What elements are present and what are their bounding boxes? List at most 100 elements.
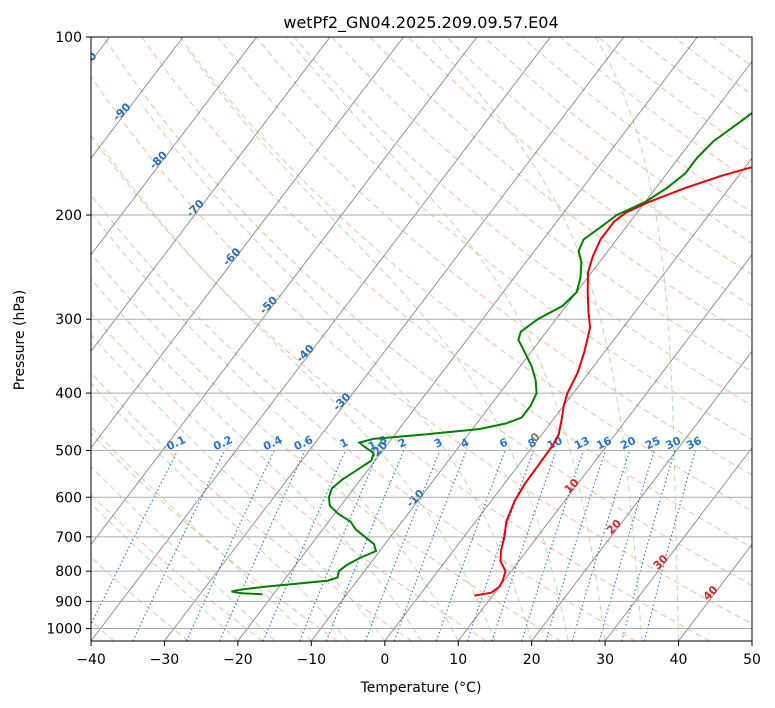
y-tick-label: 700 — [55, 530, 82, 546]
mixing-ratio-line — [643, 450, 697, 641]
dry-adiabat — [369, 37, 752, 340]
isotherm-line — [677, 543, 752, 641]
isotherm-line — [531, 350, 752, 641]
mixing-ratio-line — [393, 450, 467, 641]
x-tick-label: 20 — [523, 652, 541, 668]
dry-adiabat — [91, 193, 636, 641]
isotherm-line — [91, 37, 331, 352]
isotherm-label: -60 — [220, 245, 243, 268]
dry-adiabat — [91, 134, 711, 641]
isotherm-line — [384, 157, 752, 641]
isotherm-label: 40 — [701, 583, 721, 603]
dry-adiabat — [91, 252, 562, 641]
mixing-ratio-line — [435, 450, 506, 641]
isotherm-label: 30 — [651, 552, 671, 572]
isotherm-label: -80 — [147, 148, 170, 171]
mixing-ratio-label: 13 — [572, 434, 591, 452]
isotherm-label: -90 — [110, 100, 133, 123]
x-tick-label: 50 — [743, 652, 761, 668]
dry-adiabat — [91, 556, 189, 641]
mixing-ratio-line — [545, 450, 607, 641]
x-tick-label: 0 — [380, 652, 389, 668]
y-tick-label: 200 — [55, 208, 82, 224]
mixing-ratio-line — [185, 450, 275, 641]
dry-adiabat — [91, 372, 413, 641]
dry-adiabat — [255, 37, 752, 441]
dry-adiabat — [597, 37, 752, 154]
moist-adiabat — [91, 465, 275, 641]
x-tick-label: −30 — [150, 652, 180, 668]
dry-adiabat — [635, 37, 752, 125]
dry-adiabat — [521, 37, 752, 214]
dry-adiabat — [711, 37, 752, 67]
dry-adiabat — [179, 37, 752, 512]
dewpoint-profile — [231, 111, 752, 596]
y-tick-label: 300 — [55, 312, 82, 328]
chart-title: wetPf2_GN04.2025.209.09.57.E04 — [283, 13, 558, 33]
y-tick-label: 800 — [55, 564, 82, 580]
y-tick-label: 900 — [55, 594, 82, 610]
mixing-ratio-label: 2 — [396, 436, 408, 451]
isotherm-line — [751, 640, 752, 641]
mixing-ratio-label: 20 — [619, 434, 639, 452]
mixing-ratio-label: 30 — [664, 434, 684, 452]
mixing-ratio-line — [299, 450, 380, 641]
y-tick-label: 500 — [55, 443, 82, 459]
x-axis-label: Temperature (°C) — [360, 680, 482, 696]
moist-adiabat — [429, 37, 643, 641]
isotherm-line — [91, 37, 405, 449]
moist-adiabat — [285, 37, 606, 641]
mixing-ratio-label: 25 — [643, 434, 662, 452]
x-tick-label: −40 — [76, 652, 106, 668]
dry-adiabat — [331, 37, 752, 373]
isotherm-line — [91, 37, 184, 159]
mixing-ratio-line — [466, 450, 535, 641]
isotherm-line — [457, 253, 752, 641]
isotherm-label: -40 — [294, 342, 317, 365]
mixing-ratio-line — [571, 450, 631, 641]
x-tick-label: −10 — [297, 652, 327, 668]
dry-adiabat — [103, 37, 752, 586]
moist-adiabat — [186, 49, 569, 641]
mixing-ratio-line — [262, 450, 346, 641]
mixing-ratio-line — [364, 450, 441, 641]
isotherm-label: -100 — [71, 49, 100, 78]
mixing-ratio-line — [91, 450, 179, 626]
moist-adiabat — [595, 37, 680, 641]
mixing-ratio-line — [325, 450, 405, 641]
mixing-ratio-line — [219, 450, 306, 641]
mixing-ratio-label: 16 — [594, 434, 614, 452]
mixing-ratio-line — [598, 450, 655, 641]
isotherm-line — [163, 37, 625, 641]
dry-adiabat — [217, 37, 752, 476]
isotherm-label: -50 — [257, 293, 280, 316]
isotherm-line — [310, 60, 752, 641]
x-tick-label: −20 — [223, 652, 253, 668]
isotherm-line — [91, 37, 478, 546]
dry-adiabat — [91, 75, 752, 625]
mixing-ratio-label: 36 — [684, 434, 704, 452]
moist-adiabat — [91, 333, 386, 641]
mixing-ratio-line — [621, 450, 676, 641]
dry-adiabat — [141, 37, 752, 549]
y-tick-label: 1000 — [46, 621, 82, 637]
isotherm-line — [91, 37, 258, 256]
x-tick-label: 30 — [596, 652, 614, 668]
dry-adiabat — [91, 494, 264, 641]
moist-adiabat — [91, 211, 459, 641]
y-tick-label: 100 — [55, 30, 82, 46]
mixing-ratio-label: 4 — [459, 436, 472, 451]
y-tick-label: 400 — [55, 386, 82, 402]
moist-adiabat — [103, 149, 496, 641]
moist-adiabat — [91, 382, 349, 641]
plot-frame — [90, 36, 753, 642]
x-tick-label: 10 — [449, 652, 467, 668]
axes: −40 −30 −20 −10 0 10 20 30 40 50 100 200 300 400 500 60… — [46, 30, 761, 668]
y-axis-label: Pressure (hPa) — [12, 290, 28, 390]
isotherm-label: 20 — [604, 517, 624, 537]
mixing-ratio-label: 1 — [338, 436, 350, 451]
moist-adiabat — [91, 502, 239, 641]
mixing-ratio-line — [521, 450, 585, 641]
